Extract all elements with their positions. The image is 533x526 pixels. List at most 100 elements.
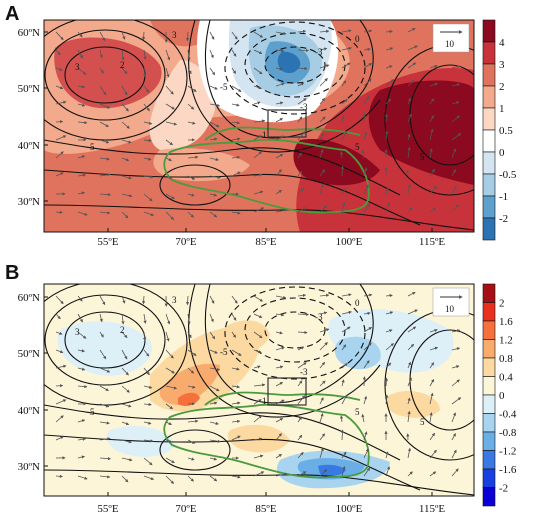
wind-vector-arrow [429,362,435,369]
wind-vector-arrow [407,79,415,87]
wind-vector-arrow [55,31,64,41]
panel-a-contour-label: 5 [355,142,360,152]
wind-vector-arrow [209,439,221,443]
wind-vector-arrow [55,313,61,320]
wind-vector-arrow [385,202,390,213]
wind-vector-arrow [297,293,307,297]
wind-vector-arrow [407,361,411,369]
colorbar-swatch [482,487,496,507]
wind-vector-arrow [121,49,125,61]
panel-a-contour-label: -5 [220,82,228,92]
wind-vector-arrow [143,367,150,376]
wind-vector-arrow [340,165,345,177]
lat-label: 40ºN [18,140,40,152]
wind-vector-arrow [77,367,86,371]
wind-vector-arrow [165,313,171,325]
wind-vector-arrow [55,384,64,388]
wind-vector-arrow [99,103,111,109]
wind-vector-arrow [319,29,330,33]
wind-vector-arrow [231,349,242,356]
wind-vector-arrow [297,131,306,141]
wind-vector-arrow [297,346,305,351]
wind-vector-arrow [77,349,86,353]
wind-vector-arrow [77,419,86,423]
wind-vector-arrow [99,173,111,177]
lat-label: 40ºN [18,405,40,417]
panel-b-contour-label: 5 [355,407,360,417]
wind-vector-arrow [275,472,288,477]
wind-vector-arrow [143,67,147,78]
panel-b-frame [43,283,475,497]
colorbar-label: -0.5 [499,169,517,181]
wind-vector-arrow [363,203,370,213]
wind-vector-arrow [121,457,133,462]
wind-vector-arrow [297,116,303,123]
wind-vector-arrow [143,475,155,481]
panel-a-wind-vectors [55,27,462,220]
wind-vector-arrow [209,475,218,482]
panel-b-contour-label: 5 [420,417,425,427]
wind-vector-arrow [339,415,344,423]
wind-vector-arrow [407,183,411,195]
colorbar-swatch [482,41,496,65]
colorbar-label: 2 [499,81,505,93]
wind-vector-arrow [143,349,150,357]
wind-vector-arrow [341,465,346,477]
wind-vector-arrow [363,63,373,69]
wind-vector-arrow [297,48,310,53]
wind-vector-arrow [363,360,370,369]
colorbar-swatch [482,468,496,488]
lon-label: 100ºE [336,503,363,515]
wind-vector-arrow [407,113,412,123]
wind-vector-arrow [187,155,199,159]
wind-vector-arrow [341,293,352,297]
wind-vector-arrow [77,295,83,302]
lon-label: 100ºE [336,236,363,248]
colorbar-label: -1.2 [499,446,516,458]
wind-vector-arrow [187,457,195,461]
wind-vector-arrow [385,451,389,459]
wind-vector-arrow [55,415,64,423]
wind-vector-arrow [99,475,111,479]
panel-a-contour-label: 0 [355,34,360,44]
lat-label: 60ºN [18,292,40,304]
wind-vector-arrow [451,379,460,387]
wind-vector-arrow [165,157,172,161]
wind-vector-arrow [209,385,220,392]
wind-vector-arrow [209,457,218,461]
wind-vector-arrow [385,29,393,34]
colorbar-swatch [482,339,496,359]
wind-vector-arrow [407,397,411,405]
panel-b-lon-labels: 55ºE 70ºE 85ºE 100ºE 115ºE [97,503,445,515]
wind-vector-arrow [209,295,215,304]
colorbar-swatch [482,357,496,377]
colorbar-swatch [482,129,496,153]
wind-vector-arrow [384,377,388,387]
wind-vector-arrow [121,331,128,339]
wind-vector-arrow [209,313,214,323]
wind-vector-arrow [165,367,175,374]
wind-vector-arrow [77,67,87,75]
wind-vector-arrow [99,403,110,408]
panel-a-lat-labels: 60ºN 50ºN 40ºN 30ºN [18,27,40,208]
panel-a-vector-reference: 10 [432,23,470,53]
wind-vector-arrow [362,112,366,123]
wind-vector-arrow [143,313,147,324]
wind-vector-arrow [231,67,236,74]
colorbar-label: 4 [499,37,505,49]
wind-vector-arrow [319,342,328,351]
wind-vector-arrow [297,82,305,87]
wind-vector-arrow [341,98,348,105]
wind-vector-arrow [275,31,287,35]
wind-vector-arrow [55,331,63,335]
wind-vector-arrow [121,157,130,162]
wind-vector-arrow [187,331,192,339]
wind-vector-arrow [451,169,456,177]
wind-vector-arrow [231,211,241,215]
wind-vector-arrow [319,148,324,159]
wind-vector-arrow [297,330,308,335]
wind-vector-arrow [451,449,457,459]
colorbar-label: 0.8 [499,353,513,365]
wind-vector-arrow [297,434,303,441]
wind-vector-arrow [341,362,348,369]
